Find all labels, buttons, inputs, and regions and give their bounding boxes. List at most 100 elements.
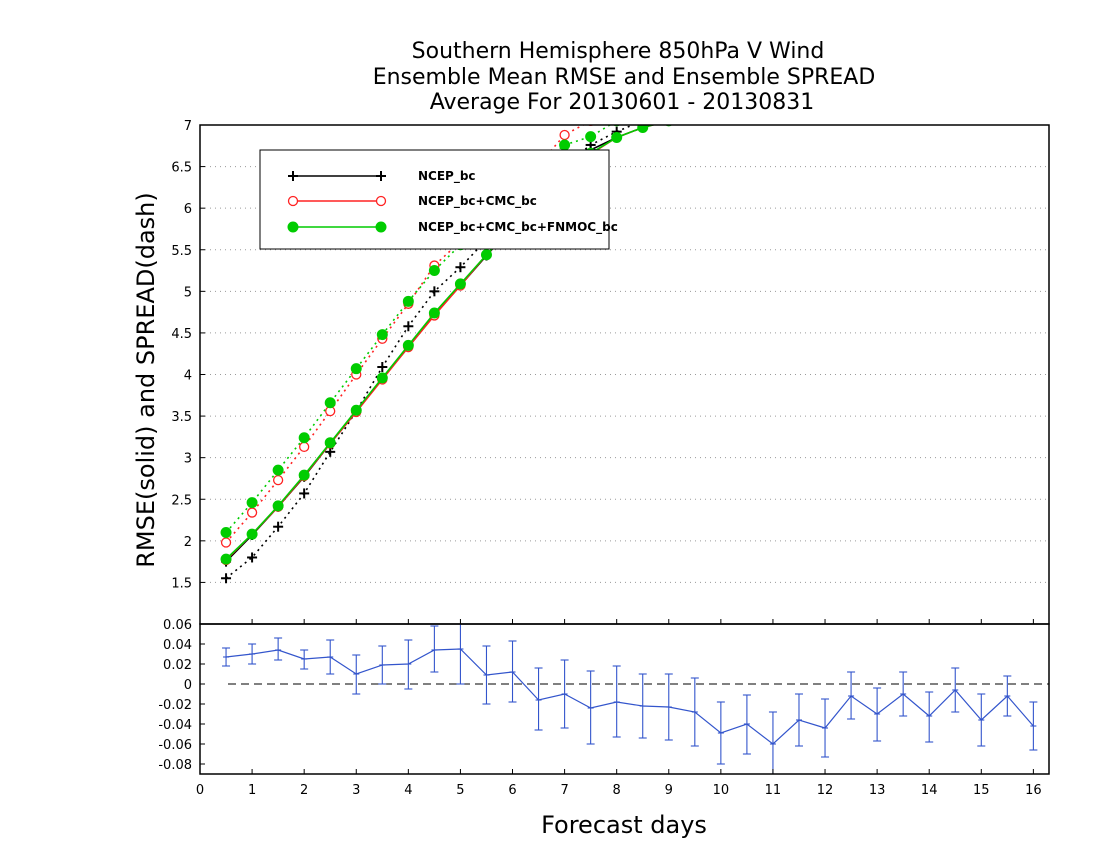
- legend-marker-3a: [287, 221, 299, 233]
- legend-marker-2a: [287, 195, 299, 207]
- x-tick-label: 13: [869, 783, 886, 798]
- series-3-spread-point: [559, 139, 571, 151]
- difference-line: [225, 648, 1034, 745]
- y-tick-label: 7: [184, 119, 192, 134]
- y-tick-label: 4: [184, 369, 192, 384]
- series-2-rmse-point: [665, 125, 672, 126]
- error-bar: [456, 624, 465, 685]
- series-2-spread-point: [220, 537, 232, 548]
- error-bar: [378, 645, 387, 685]
- error-bar: [482, 645, 491, 705]
- series-3-rmse-point: [454, 278, 466, 290]
- y-tick-label: 4.5: [171, 327, 192, 342]
- series-3-rmse-point: [272, 500, 284, 512]
- top-panel-y-ticks: 1.5 2 2.5 3 3.5 4 4.5 5 5.5 6 6.5 7: [171, 119, 205, 591]
- series-3-spread-point: [272, 464, 284, 476]
- error-bar: [638, 673, 647, 739]
- error-bar: [716, 701, 725, 765]
- series-3-spread-point: [220, 527, 232, 539]
- series-3-spread-point: [428, 265, 440, 277]
- x-tick-label: 2: [300, 783, 308, 798]
- x-tick-label: 3: [352, 783, 360, 798]
- bottom-y-tick-label: -0.02: [158, 698, 192, 713]
- series-1-spread-point: [377, 362, 388, 373]
- error-bar: [1029, 701, 1038, 751]
- series-3-rmse-point: [376, 372, 388, 384]
- error-bar: [977, 693, 986, 747]
- series-1-spread-point: [273, 521, 284, 532]
- error-bar: [925, 691, 934, 743]
- error-bar: [404, 639, 413, 690]
- series-3-rmse-point: [324, 437, 336, 449]
- series-3-spread-point: [298, 432, 310, 444]
- series-3-spread-point: [376, 329, 388, 341]
- error-bar: [352, 654, 361, 695]
- legend-label-1: NCEP_bc: [418, 169, 476, 184]
- bottom-y-tick-label: -0.06: [158, 738, 192, 753]
- y-tick-label: 2.5: [171, 493, 192, 508]
- series-1-spread-line: [225, 125, 635, 579]
- y-tick-label: 5.5: [171, 244, 192, 259]
- bottom-y-tick-label: 0.02: [163, 658, 192, 673]
- bottom-y-tick-label: -0.04: [158, 718, 192, 733]
- chart-title-line-2: Ensemble Mean RMSE and Ensemble SPREAD: [373, 65, 876, 90]
- series-3-spread-point: [324, 397, 336, 409]
- series-3-rmse-point: [220, 553, 232, 565]
- error-bar: [899, 671, 908, 717]
- x-tick-label: 15: [973, 783, 990, 798]
- error-bar: [794, 693, 803, 747]
- legend-marker-1b: [376, 171, 386, 181]
- series-3-rmse-point: [428, 307, 440, 319]
- x-tick-label: 12: [817, 783, 834, 798]
- series-1-spread-point: [299, 488, 310, 499]
- series-2-spread-point: [299, 441, 310, 453]
- y-tick-label: 2: [184, 535, 192, 550]
- series-1-spread-point: [247, 552, 258, 563]
- y-tick-label: 5: [184, 285, 192, 300]
- error-bar: [847, 671, 856, 720]
- error-bar: [326, 639, 335, 675]
- bottom-panel-y-ticks: 0.06 0.04 0.02 0 -0.02 -0.04 -0.06 -0.08: [158, 618, 205, 773]
- x-tick-label: 1: [248, 783, 256, 798]
- x-tick-label: 4: [404, 783, 412, 798]
- error-bar: [768, 711, 777, 774]
- x-tick-label: 5: [456, 783, 464, 798]
- error-bar: [222, 647, 231, 667]
- legend-marker-3b: [375, 221, 387, 233]
- y-tick-label: 3: [184, 452, 192, 467]
- x-axis-label: Forecast days: [541, 811, 707, 839]
- x-tick-label: 16: [1025, 783, 1042, 798]
- series-3-spread-point: [585, 131, 597, 143]
- error-bar: [664, 673, 673, 741]
- series-3-rmse-point: [350, 404, 362, 416]
- bottom-y-tick-label: 0.06: [163, 618, 192, 633]
- legend-items: NCEP_bc NCEP_bc+CMC_bc NCEP_bc+CMC_bc+FNMO…: [287, 169, 618, 235]
- series-3-rmse-point: [246, 528, 258, 540]
- x-tick-label: 9: [665, 783, 673, 798]
- series-1-spread-point: [403, 321, 414, 332]
- error-bar: [300, 649, 309, 670]
- series-3-rmse-point: [480, 249, 492, 261]
- y-tick-label: 1.5: [171, 576, 192, 591]
- error-bar: [508, 640, 517, 703]
- error-bar: [690, 677, 699, 747]
- error-bar: [560, 659, 569, 729]
- bottom-y-tick-label: 0.04: [163, 638, 192, 653]
- error-bar: [612, 665, 621, 738]
- series-3-spread-point: [350, 363, 362, 375]
- series-2-spread-point: [246, 507, 258, 518]
- series-3-rmse-point: [611, 131, 623, 143]
- y-tick-label: 6: [184, 202, 192, 217]
- bottom-y-tick-label: -0.08: [158, 758, 192, 773]
- series-3-spread-point: [402, 295, 414, 307]
- series-2-spread-point: [587, 125, 594, 126]
- series-1-spread-point: [429, 286, 440, 297]
- series-3-rmse-point: [298, 469, 310, 481]
- series-1-spread-point: [455, 262, 466, 273]
- chart-titles: Southern Hemisphere 850hPa V Wind Ensemb…: [373, 39, 876, 115]
- x-tick-label: 14: [921, 783, 938, 798]
- error-bar: [951, 667, 960, 713]
- error-bar: [274, 637, 283, 661]
- error-bar: [1003, 675, 1012, 717]
